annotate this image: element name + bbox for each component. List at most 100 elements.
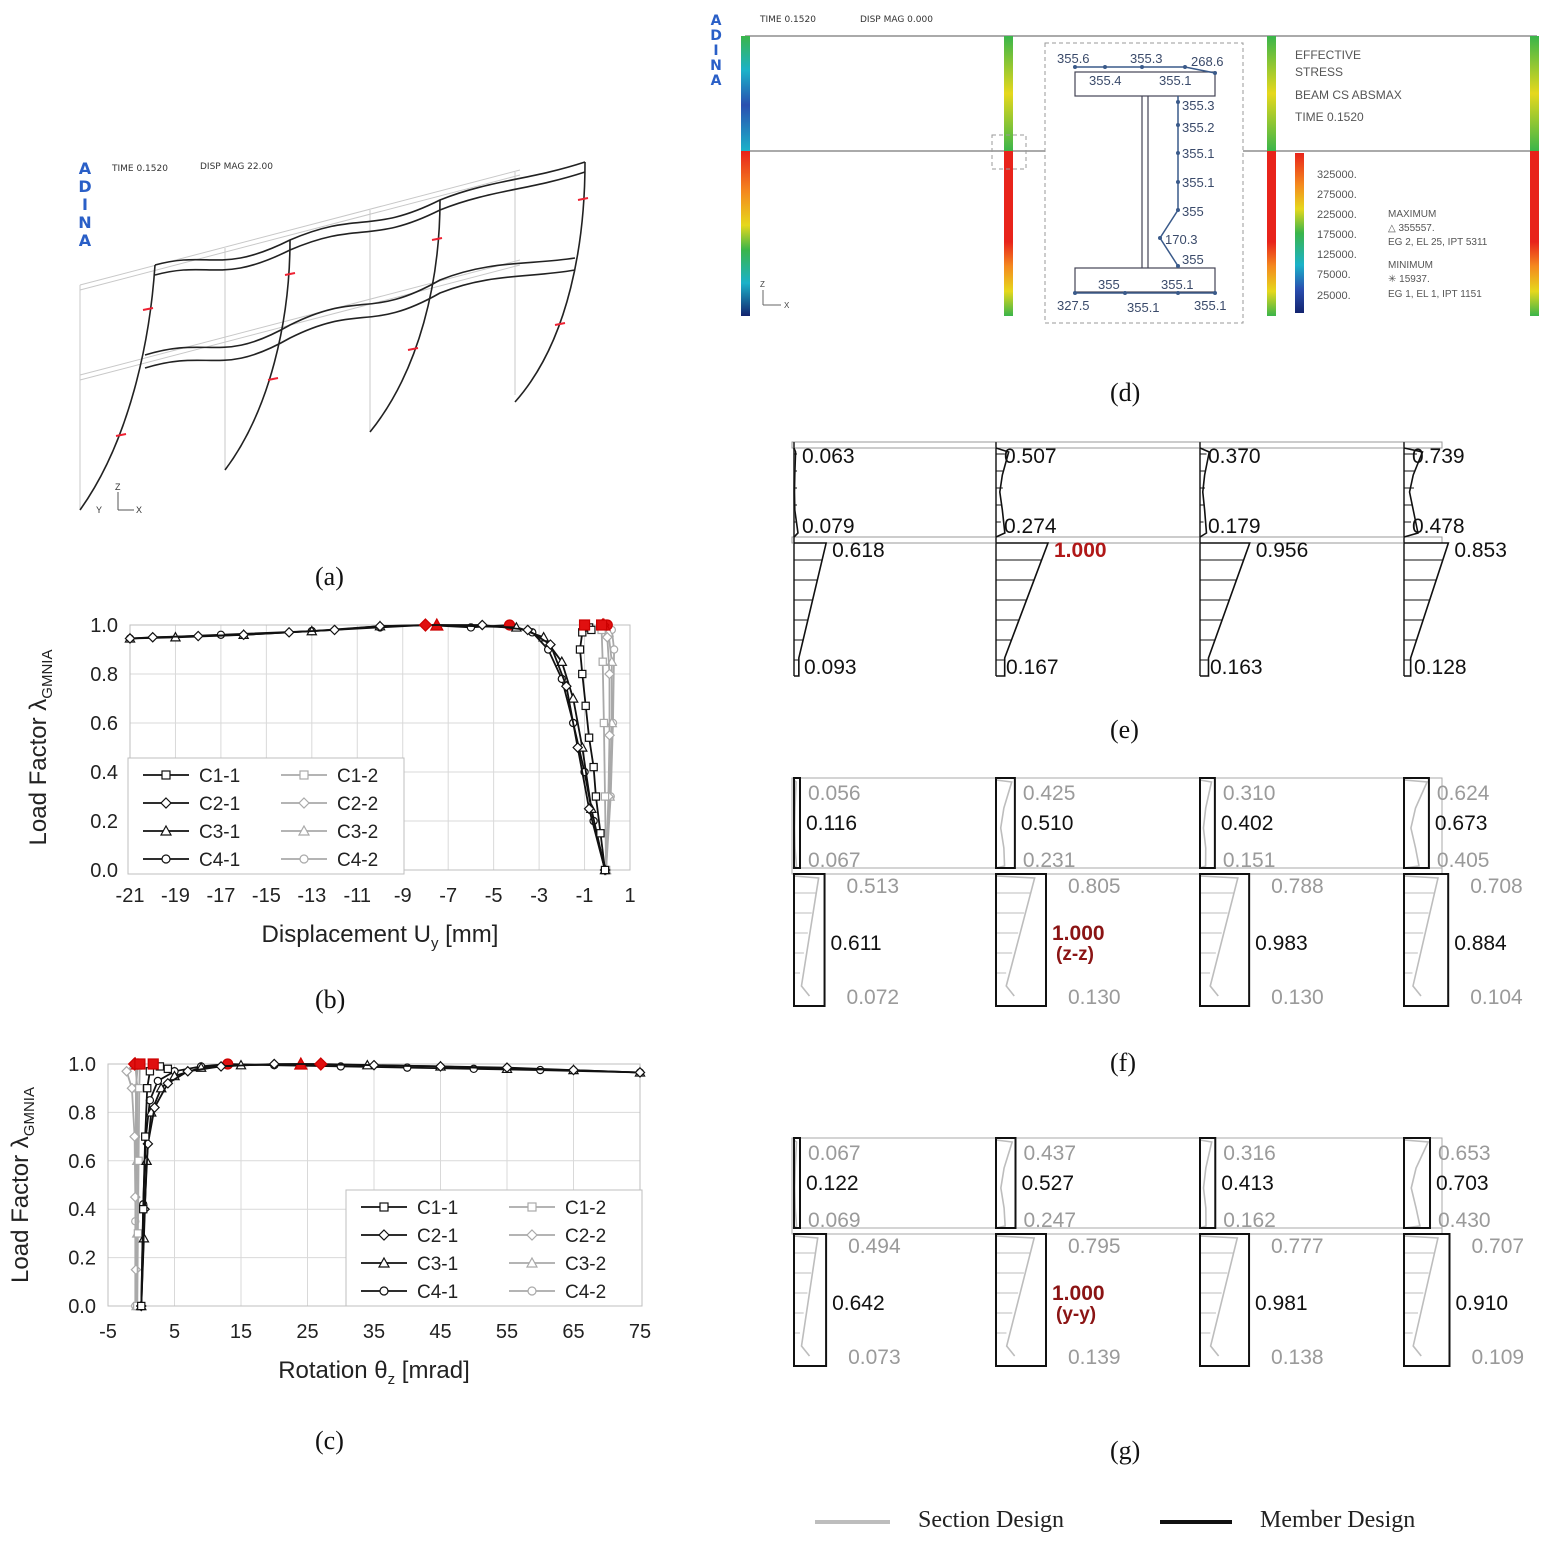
legend-label: C2-1 (417, 1226, 458, 1247)
legend-marker (527, 1202, 537, 1212)
undeformed-mesh (79, 169, 521, 510)
data-point (578, 669, 587, 679)
i-section-outline (1074, 71, 1216, 293)
x-tick-label: -15 (252, 885, 281, 907)
scale-values: 325000. 275000. 225000. 175000. 125000. … (1317, 169, 1357, 302)
sv: 355 (1098, 277, 1120, 292)
section-value-top: 0.056 (808, 782, 861, 805)
sv: 355.3 (1130, 51, 1163, 66)
legend-box (127, 757, 405, 875)
member-value-lower: 0.981 (1255, 1292, 1308, 1315)
member-value-upper: 0.122 (806, 1172, 859, 1195)
zoom-marker (991, 134, 1027, 170)
sv: 355.1 (1182, 175, 1215, 190)
section-value-mid: 0.151 (1223, 849, 1276, 872)
series-C1-1 (137, 1058, 173, 1311)
moment-diagram-lower (1404, 542, 1450, 677)
adina-logo: A D I N A (78, 160, 92, 250)
column-3-upper (1267, 36, 1276, 151)
value-lower-top: 0.853 (1454, 539, 1507, 562)
section-value-top: 0.425 (1023, 782, 1076, 805)
axis-y-label: Y (96, 505, 102, 515)
peak-marker (134, 1058, 146, 1070)
data-point (601, 631, 613, 643)
panel-d-effective-stress: A D I N A TIME 0.1520 DISP MAG 0.000 (705, 10, 1545, 330)
data-point (476, 619, 488, 631)
x-tick-label: 65 (562, 1321, 584, 1343)
sv: 355.6 (1057, 51, 1090, 66)
axis-x-label: X (784, 301, 790, 310)
data-point (130, 1264, 142, 1276)
member-value-upper: 0.527 (1021, 1172, 1074, 1195)
max-line: EG 2, EL 25, IPT 5311 (1388, 237, 1488, 248)
legend-label: C3-1 (199, 822, 240, 843)
y-tick-label: 0.0 (90, 860, 118, 882)
member-value-lower: 0.642 (832, 1292, 885, 1315)
title-line: STRESS (1295, 65, 1343, 79)
x-axis-label: Displacement Uy [mm] (262, 921, 499, 952)
column-4-upper (1530, 36, 1539, 151)
chart-c-svg: 0.0 0.2 0.4 0.6 0.8 1.0 -5 5 15 25 35 45 55 65 75 Rotat… (7, 1054, 651, 1388)
legend-marker (160, 797, 172, 809)
legend-marker (161, 770, 171, 780)
y-tick-label: 0.4 (90, 762, 118, 784)
data-point (129, 1131, 141, 1143)
section-detail-box (1044, 42, 1244, 324)
scale-value: 125000. (1317, 249, 1357, 261)
legend-label: C2-2 (337, 794, 378, 815)
y-tick-label: 0.0 (68, 1296, 96, 1318)
sv: 355.1 (1159, 73, 1192, 88)
section-value-lower-bottom: 0.130 (1068, 986, 1121, 1009)
section-value-lower-bottom: 0.109 (1472, 1346, 1525, 1369)
section-diagram-upper (1403, 1139, 1430, 1229)
data-point (139, 1205, 148, 1214)
legend-marker (299, 770, 309, 780)
member-value-lower: 1.000 (1052, 1282, 1105, 1305)
value-mid: 0.079 (802, 515, 855, 538)
stress-points (1073, 65, 1217, 295)
member-value-lower: 1.000 (1052, 922, 1105, 945)
y-tick-label: 0.8 (68, 1102, 96, 1124)
data-point (126, 1082, 138, 1094)
data-point (368, 1059, 380, 1071)
time-label: TIME 0.1520 (112, 164, 168, 174)
axis-triad (117, 492, 134, 511)
value-mid: 0.478 (1412, 515, 1465, 538)
column-1-lower (741, 151, 750, 316)
value-lower-top: 0.956 (1256, 539, 1309, 562)
data-point (560, 680, 572, 692)
x-tick-label: -1 (576, 885, 594, 907)
member-box-upper (1199, 1137, 1217, 1229)
member-axis-label: (y-y) (1056, 1304, 1096, 1325)
axis-z-label: Z (760, 280, 765, 289)
x-tick-label: -5 (99, 1321, 117, 1343)
member-value-lower: 0.983 (1255, 932, 1308, 955)
legend-marker (161, 854, 171, 864)
chart-b-displacement: 0.0 0.2 0.4 0.6 0.8 1.0 -21 -19 -17 -15 -13 -11 -9 -7… (20, 600, 660, 960)
value-lower-top: 1.000 (1054, 539, 1107, 562)
legend-label: C2-2 (565, 1226, 606, 1247)
value-mid: 0.274 (1004, 515, 1057, 538)
moment-diagram-upper (793, 447, 799, 538)
deformed-mesh (79, 161, 586, 511)
data-point (634, 1067, 646, 1078)
peak-marker (147, 1058, 159, 1070)
bottom-legend: Section Design Member Design (815, 1505, 1515, 1545)
column-4: 0.653 0.703 0.430 0.707 0.910 0.109 (1403, 1137, 1525, 1369)
section-diagram-upper (995, 779, 1013, 869)
moment-diagram-lower (1200, 542, 1251, 677)
legend-label: C1-1 (417, 1198, 458, 1219)
min-line: ✳ 15937. (1388, 274, 1430, 285)
section-value-lower-top: 0.494 (848, 1235, 901, 1258)
data-point (501, 1062, 513, 1074)
section-diagram-upper (1403, 779, 1429, 869)
member-value-upper: 0.673 (1435, 812, 1488, 835)
caption-f: (f) (1110, 1048, 1136, 1077)
member-box-upper (793, 1137, 801, 1229)
section-diagram-upper (1199, 1139, 1213, 1229)
section-value-mid: 0.231 (1023, 849, 1076, 872)
data-point (238, 629, 250, 641)
x-tick-label: 5 (169, 1321, 180, 1343)
